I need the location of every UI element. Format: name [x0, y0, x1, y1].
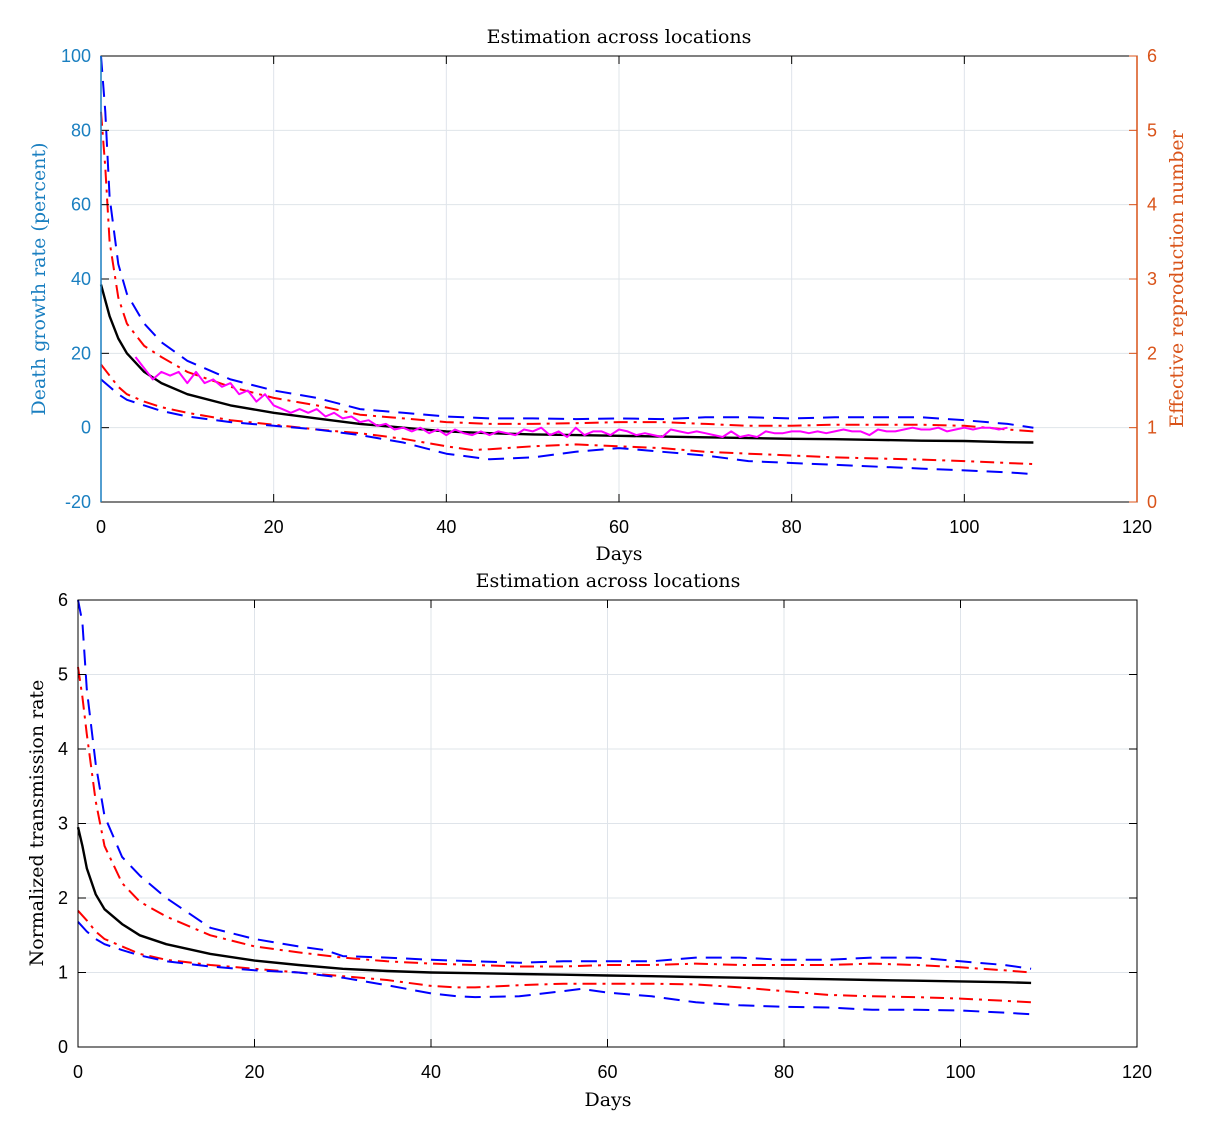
bottom-chart: 0 20 40 60 80 100 120 0 1 2 3 4 5 6 Estimation across…	[26, 570, 1152, 1111]
top-y-right-tick-label-5: 5	[1147, 120, 1157, 140]
bottom-y-tick-label-4: 4	[58, 739, 68, 759]
top-x-tick-label-0: 0	[96, 517, 106, 537]
top-grid	[101, 56, 1137, 502]
top-x-tick-label-1: 20	[264, 517, 284, 537]
bottom-series-4-line	[77, 921, 1032, 1016]
bottom-x-tick-label-5: 100	[945, 1062, 975, 1082]
bottom-x-tick-label-3: 60	[597, 1062, 617, 1082]
top-series-1-line	[100, 111, 1034, 433]
top-series-group	[99, 55, 1034, 476]
bottom-x-tick-label-1: 20	[244, 1062, 264, 1082]
bottom-x-tick-label-4: 80	[774, 1062, 794, 1082]
bottom-chart-title: Estimation across locations	[476, 570, 741, 592]
bottom-y-tick-label-5: 5	[58, 665, 68, 685]
bottom-ticks: 0 20 40 60 80 100 120 0 1 2 3 4 5 6	[58, 590, 1152, 1082]
top-chart-title: Estimation across locations	[487, 26, 752, 48]
bottom-y-tick-label-2: 2	[58, 888, 68, 908]
top-y-right-tick-label-4: 4	[1147, 195, 1157, 215]
bottom-series-2-line	[76, 826, 1032, 985]
top-series-2-line	[99, 284, 1034, 444]
top-x-tick-label-3: 60	[609, 517, 629, 537]
bottom-x-axis-label: Days	[584, 1089, 631, 1111]
bottom-y-tick-label-6: 6	[58, 590, 68, 610]
top-y-right-tick-label-0: 0	[1147, 492, 1157, 512]
top-y-tick-label-6: 100	[61, 46, 91, 66]
bottom-grid	[78, 600, 1137, 1047]
top-y-right-axis-label: Effective reproduction number	[1166, 129, 1188, 427]
top-y-right-tick-label-1: 1	[1147, 418, 1157, 438]
top-y-right-tick-label-2: 2	[1147, 343, 1157, 363]
top-y-right-tick-label-6: 6	[1147, 46, 1157, 66]
bottom-y-tick-label-0: 0	[58, 1037, 68, 1057]
bottom-series-3-line	[77, 910, 1032, 1004]
bottom-x-tick-label-6: 120	[1122, 1062, 1152, 1082]
top-x-tick-label-5: 100	[949, 517, 979, 537]
top-y-tick-label-5: 80	[71, 120, 91, 140]
bottom-x-tick-label-0: 0	[73, 1062, 83, 1082]
top-y-tick-label-2: 20	[71, 343, 91, 363]
top-series-4-line	[100, 378, 1034, 476]
bottom-series-0-line	[77, 599, 1032, 970]
top-y-tick-label-1: 0	[81, 418, 91, 438]
top-y-tick-label-0: -20	[65, 492, 91, 512]
top-x-tick-label-4: 80	[782, 517, 802, 537]
bottom-y-axis-label: Normalized transmission rate	[26, 680, 48, 967]
top-series-0-line	[100, 55, 1034, 429]
bottom-y-tick-label-1: 1	[58, 963, 68, 983]
top-y-axis-label: Death growth rate (percent)	[28, 143, 50, 416]
top-y-tick-label-4: 60	[71, 195, 91, 215]
top-series-3-line	[100, 363, 1034, 466]
bottom-series-1-line	[77, 666, 1032, 974]
top-y-tick-label-3: 40	[71, 269, 91, 289]
bottom-y-tick-label-3: 3	[58, 814, 68, 834]
top-y-right-tick-label-3: 3	[1147, 269, 1157, 289]
top-x-axis-label: Days	[595, 543, 642, 565]
top-x-tick-label-6: 120	[1122, 517, 1152, 537]
top-x-tick-label-2: 40	[436, 517, 456, 537]
top-series-5-line	[134, 356, 1008, 438]
bottom-x-tick-label-2: 40	[421, 1062, 441, 1082]
bottom-series-group	[76, 599, 1032, 1016]
